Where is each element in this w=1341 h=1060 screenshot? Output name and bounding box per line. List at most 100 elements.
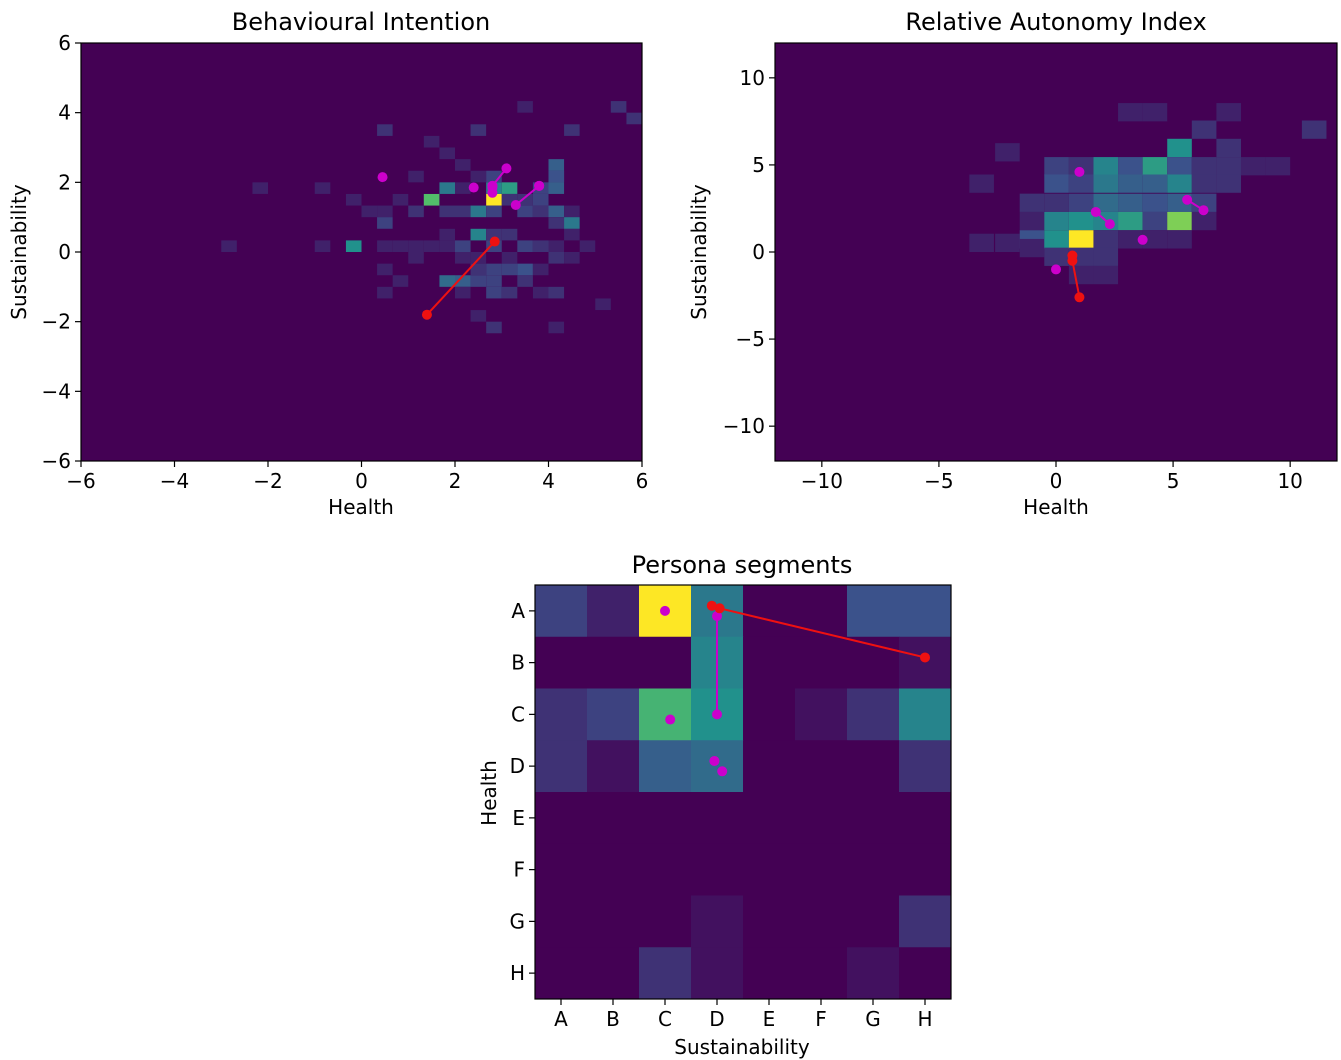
heatmap-cell: [899, 843, 952, 896]
x-tick-label: E: [763, 1007, 776, 1031]
heatmap-cell: [1265, 157, 1291, 176]
heatmap-cell: [548, 217, 565, 229]
heatmap-cell: [423, 193, 440, 206]
heatmap-cell: [587, 792, 640, 845]
data-point: [534, 180, 545, 191]
x-tick-label: 5: [1167, 469, 1180, 493]
x-tick-label: 10: [1277, 469, 1302, 493]
heatmap-cell: [486, 263, 502, 276]
heatmap-cell: [439, 205, 455, 218]
heatmap-cell: [899, 740, 952, 793]
heatmap-cell: [314, 240, 331, 252]
y-tick-label: −2: [42, 310, 71, 334]
x-tick-label: −2: [253, 469, 282, 493]
heatmap-cell: [1216, 103, 1241, 122]
heatmap-cell: [1167, 157, 1192, 176]
heatmap-cell: [610, 101, 627, 113]
heatmap-cell: [847, 843, 900, 896]
heatmap-cell: [639, 688, 692, 741]
heatmap-cell: [1191, 120, 1217, 139]
heatmap-cell: [439, 182, 455, 194]
data-point: [377, 172, 388, 183]
heatmap-cell: [564, 217, 580, 229]
heatmap-cell: [470, 263, 487, 276]
heatmap-cell: [899, 947, 952, 1000]
heatmap-cell: [1191, 174, 1217, 193]
heatmap-cell: [1044, 230, 1069, 249]
heatmap-cell: [691, 843, 744, 896]
heatmap-cell: [899, 895, 952, 948]
heatmap-cell: [1068, 193, 1094, 212]
heatmap-cell: [1118, 174, 1143, 193]
heatmap-cell: [899, 792, 952, 845]
heatmap-cell: [587, 843, 640, 896]
heatmap-cell: [501, 263, 518, 276]
y-axis-label: Sustainability: [687, 184, 711, 320]
heatmap-cell: [639, 947, 692, 1000]
heatmap-cell: [470, 205, 487, 218]
heatmap-cell: [517, 263, 533, 276]
heatmap-cell: [1019, 193, 1045, 212]
heatmap-cell: [639, 895, 692, 948]
trajectory-point: [1198, 205, 1209, 216]
heatmap-cell: [743, 585, 796, 638]
heatmap-cell: [743, 740, 796, 793]
panel-title: Behavioural Intention: [232, 8, 490, 36]
heatmap-cell: [470, 310, 487, 322]
heatmap-cell: [470, 228, 487, 241]
heatmap-cell: [1118, 211, 1143, 231]
heatmap-cell: [423, 240, 440, 252]
heatmap-cell: [899, 688, 952, 741]
heatmap-cell: [377, 205, 393, 218]
heatmap-cell: [377, 240, 393, 252]
trajectory-point: [714, 603, 725, 614]
data-point: [1137, 234, 1148, 245]
x-tick-label: −5: [924, 469, 953, 493]
heatmap-cell: [361, 205, 378, 218]
heatmap-cell: [532, 263, 549, 276]
panel-title: Relative Autonomy Index: [905, 8, 1206, 36]
heatmap-cell: [486, 228, 502, 241]
x-axis-label: Health: [328, 495, 394, 519]
heatmap-cell: [408, 170, 424, 183]
heatmap-cell: [486, 275, 502, 287]
heatmap-cell: [1142, 174, 1168, 193]
panel-title: Persona segments: [632, 551, 853, 579]
x-tick-label: −6: [66, 469, 95, 493]
heatmap-cell: [1019, 211, 1045, 231]
heatmap-cell: [1142, 157, 1168, 176]
heatmap-cell: [535, 895, 588, 948]
heatmap-cell: [743, 843, 796, 896]
trajectory-line: [426, 240, 496, 316]
heatmap-cell: [439, 147, 455, 160]
heatmap-cell: [1044, 174, 1069, 193]
heatmap-cell: [847, 585, 900, 638]
heatmap-cell: [1068, 211, 1094, 231]
heatmap-cell: [564, 228, 580, 241]
y-tick-label: B: [511, 651, 525, 675]
heatmap-cell: [548, 252, 565, 264]
heatmap-cell: [1142, 103, 1168, 122]
heatmap-cell: [1093, 230, 1119, 249]
y-tick-label: H: [510, 961, 525, 985]
heatmap-cell: [1142, 211, 1168, 231]
heatmap-cell: [847, 947, 900, 1000]
heatmap-cell: [1301, 120, 1327, 139]
data-point: [487, 182, 498, 193]
x-tick-label: G: [865, 1007, 881, 1031]
heatmap-cell: [548, 205, 565, 218]
y-tick-label: F: [513, 858, 525, 882]
heatmap-cell: [439, 228, 455, 241]
heatmap-cell: [1167, 211, 1192, 231]
heatmap-cell: [548, 240, 565, 252]
heatmap-cell: [847, 792, 900, 845]
y-tick-label: E: [512, 806, 525, 830]
heatmap-cell: [486, 170, 502, 183]
heatmap-cell: [517, 193, 533, 206]
x-axis-label: Sustainability: [674, 1035, 810, 1059]
heatmap-cell: [1167, 138, 1192, 158]
heatmap-cell: [691, 895, 744, 948]
heatmap-cell: [639, 636, 692, 689]
plot-frame: [534, 584, 952, 1000]
heatmap-cell: [439, 275, 455, 287]
